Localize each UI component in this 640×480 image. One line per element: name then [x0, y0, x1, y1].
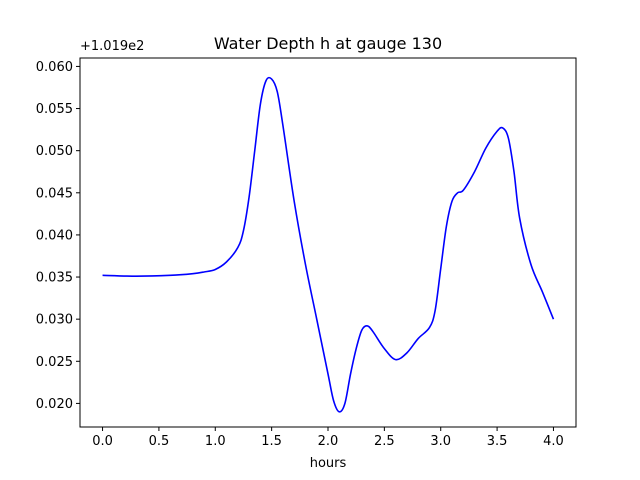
- plot-frame: [79, 57, 577, 428]
- y-tick-label: 0.030: [36, 313, 73, 328]
- x-tick-label: 2.0: [318, 434, 339, 449]
- y-tick-label: 0.025: [36, 355, 73, 370]
- y-offset-label: +1.019e2: [80, 39, 144, 54]
- y-tick-label: 0.050: [36, 144, 73, 159]
- x-tick-label: 4.0: [543, 434, 564, 449]
- x-tick-label: 1.0: [205, 434, 226, 449]
- y-tick-label: 0.035: [36, 271, 73, 286]
- y-tick-label: 0.055: [36, 102, 73, 117]
- x-tick-label: 0.5: [149, 434, 170, 449]
- y-tick-label: 0.060: [36, 60, 73, 75]
- y-tick-label: 0.040: [36, 228, 73, 243]
- y-tick-label: 0.020: [36, 397, 73, 412]
- x-tick-label: 3.0: [430, 434, 451, 449]
- series-layer: [102, 76, 555, 413]
- x-tick-label: 0.0: [92, 434, 113, 449]
- chart-title: Water Depth h at gauge 130: [214, 34, 442, 53]
- x-tick-label: 1.5: [261, 434, 282, 449]
- x-axis-label: hours: [310, 456, 347, 471]
- x-tick-label: 2.5: [374, 434, 395, 449]
- y-tick-label: 0.045: [36, 186, 73, 201]
- tick-layer: 0.0 0.5 1.0 1.5 2.0 2.5 3.0 3.5 4.0 0.020 0.025 0.0…: [36, 60, 564, 449]
- x-tick-label: 3.5: [487, 434, 508, 449]
- series-line: [102, 76, 555, 413]
